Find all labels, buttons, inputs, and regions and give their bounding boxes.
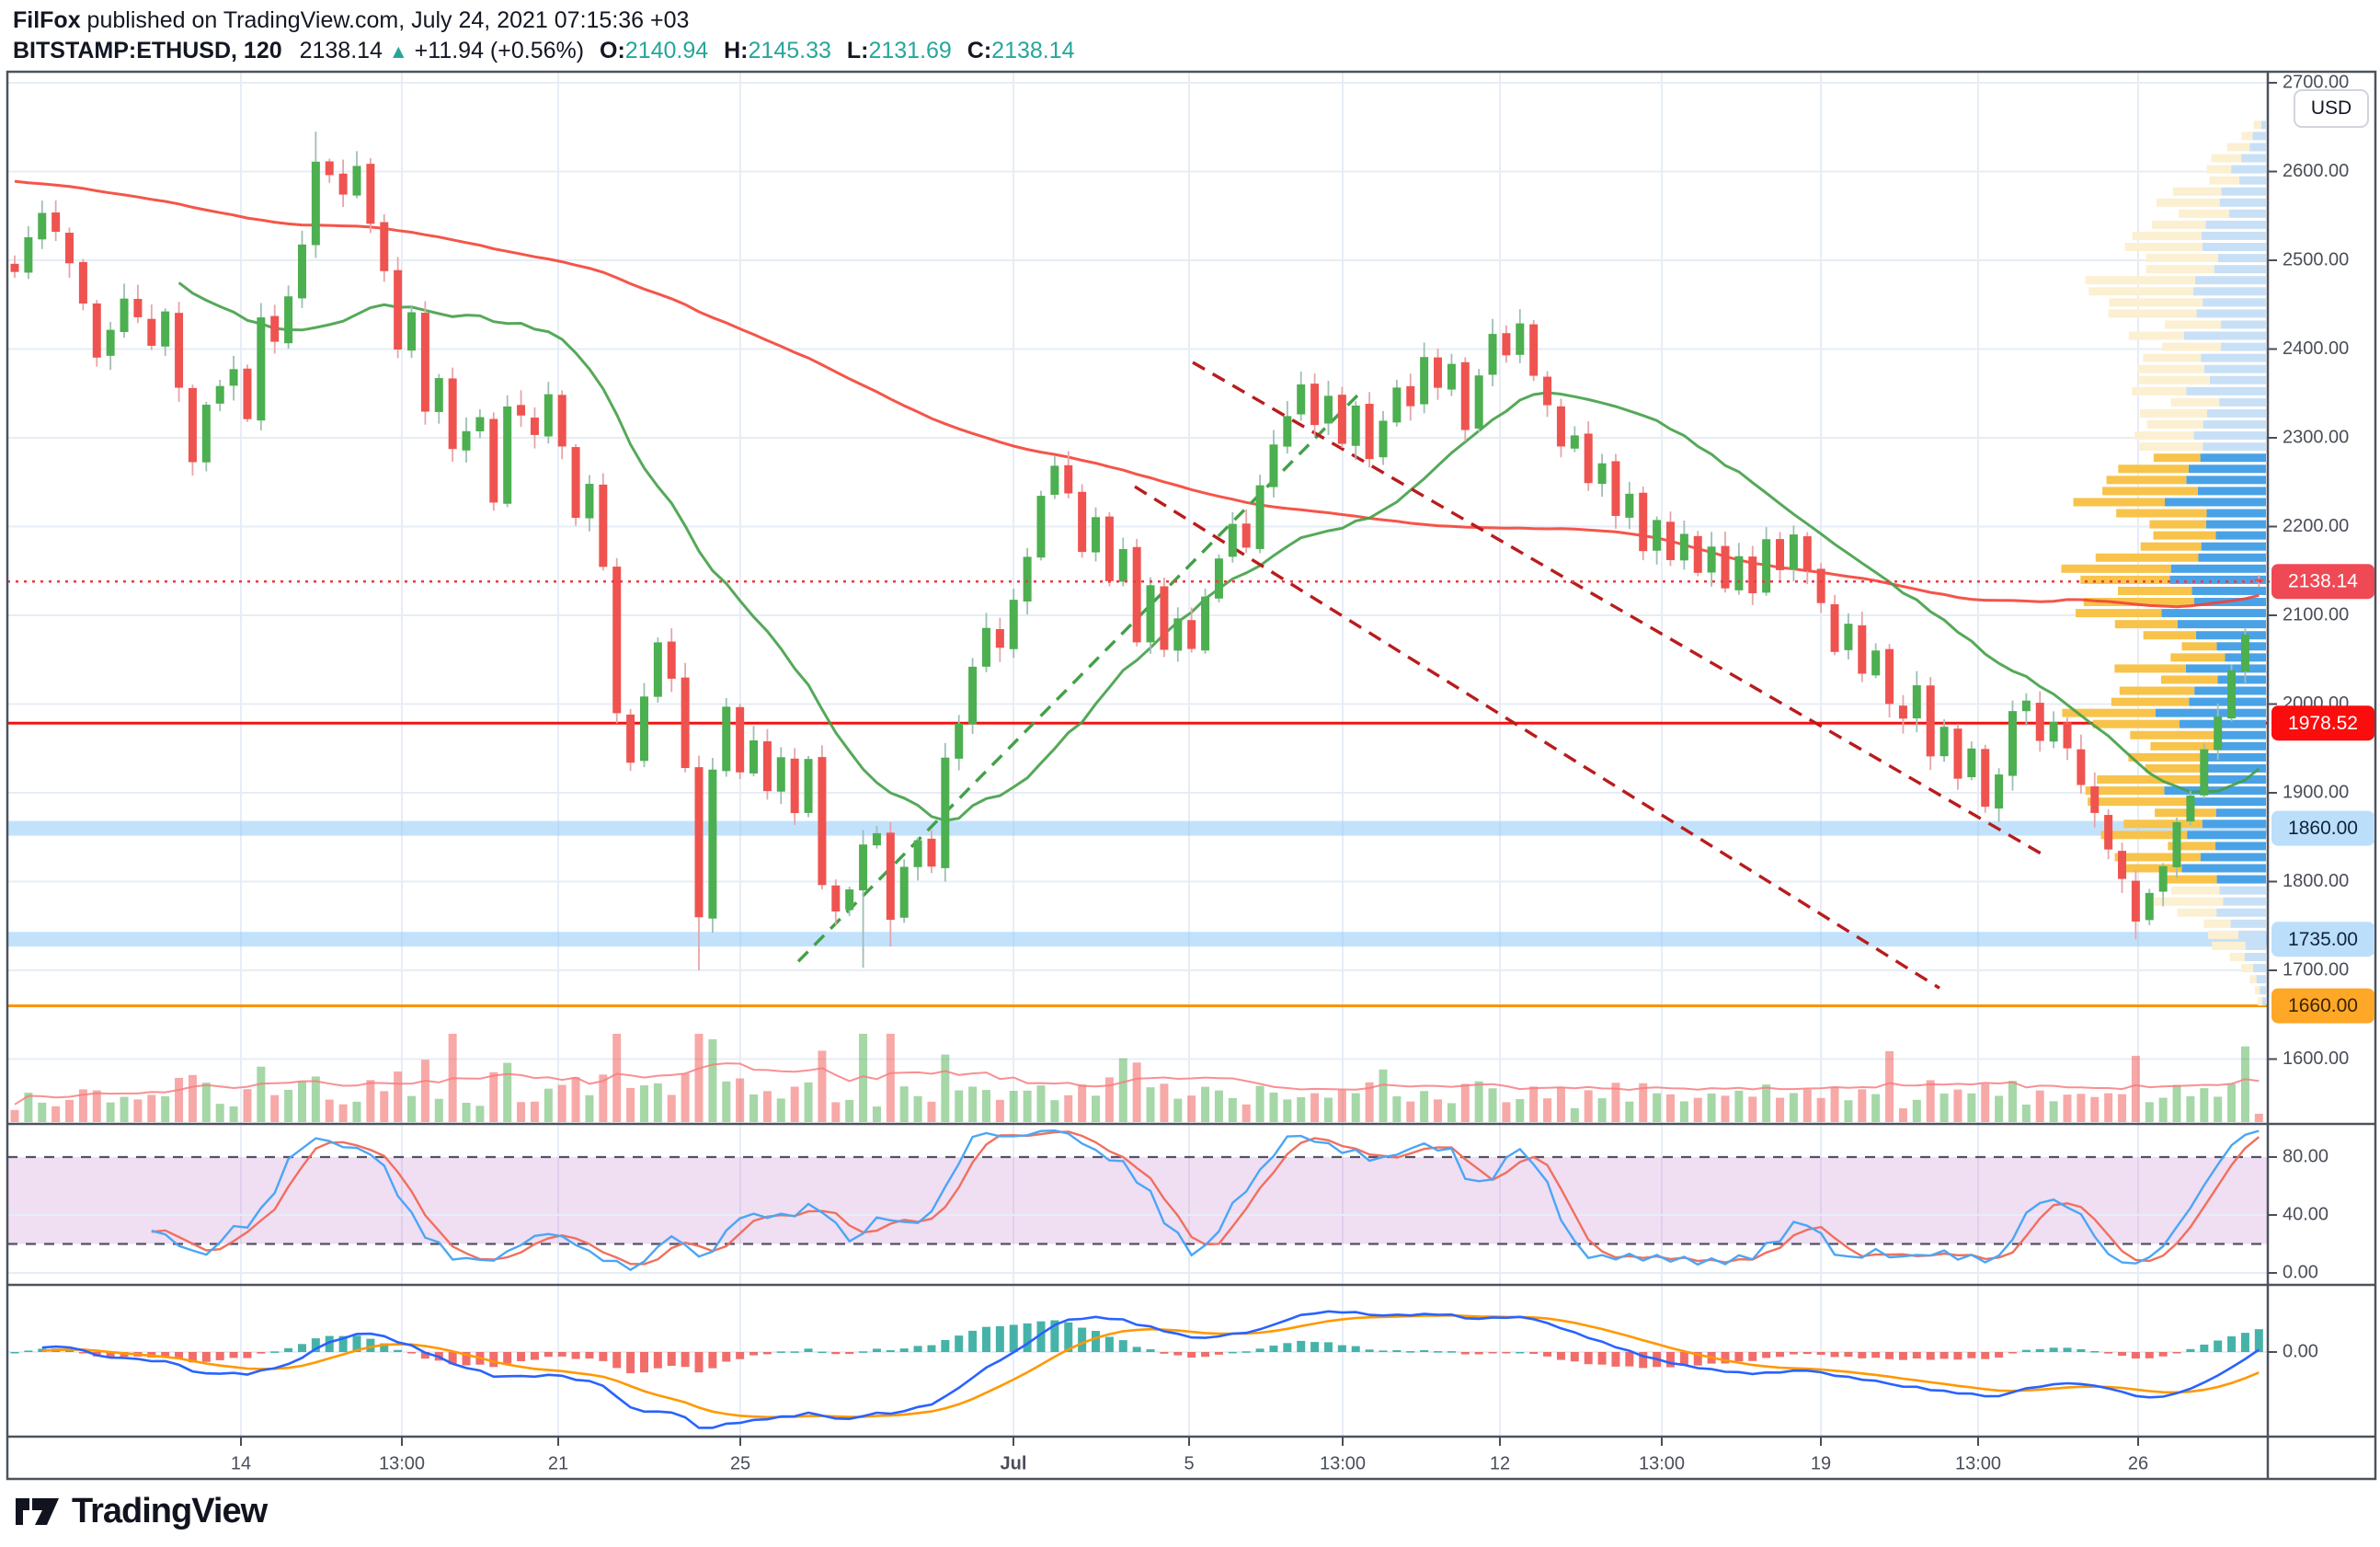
dashed-trendline bbox=[796, 387, 1366, 963]
time-tick-label: 26 bbox=[2128, 1453, 2148, 1473]
price-tick-label: 1900.00 bbox=[2283, 782, 2349, 802]
dashed-trendline bbox=[1192, 361, 2044, 857]
high-value: 2145.33 bbox=[748, 38, 831, 63]
price-tick-label: 1600.00 bbox=[2283, 1049, 2349, 1069]
open-value: 2140.94 bbox=[624, 38, 709, 63]
price-tick-label: 2500.00 bbox=[2283, 249, 2349, 269]
price-tick-label: 2700.00 bbox=[2283, 72, 2349, 92]
time-axis[interactable]: 14 13:00 21 25 Jul 5 13:00 12 13:00 19 13:00 26 bbox=[231, 1437, 2148, 1473]
publish-text: published on TradingView.com, July 24, 2… bbox=[80, 7, 690, 33]
price-badge bbox=[2271, 922, 2374, 957]
stoch-tick-label: 80.00 bbox=[2283, 1146, 2329, 1166]
macd-line bbox=[41, 1310, 2260, 1429]
support-band bbox=[7, 932, 2268, 947]
stoch-band bbox=[7, 1157, 2268, 1244]
close-value: 2138.14 bbox=[991, 38, 1075, 63]
tradingview-footer[interactable]: TradingView bbox=[15, 1490, 268, 1532]
time-tick-label: 13:00 bbox=[1320, 1453, 1366, 1473]
price-badge-label: 2138.14 bbox=[2288, 571, 2358, 592]
tradingview-logo-icon bbox=[16, 1498, 59, 1525]
price-badge-label: 1735.00 bbox=[2288, 929, 2358, 950]
time-tick-label: 19 bbox=[1811, 1453, 1831, 1473]
last-price: 2138.14 bbox=[299, 38, 383, 63]
ma-slow-line bbox=[14, 179, 2260, 609]
price-tick-label: 2200.00 bbox=[2283, 516, 2349, 536]
price-tick-label: 1700.00 bbox=[2283, 959, 2349, 980]
author-name: FilFox bbox=[13, 7, 81, 33]
price-badge bbox=[2271, 705, 2374, 741]
time-tick-label: 12 bbox=[1490, 1453, 1510, 1473]
symbol-title: BITSTAMP:ETHUSD, 120 bbox=[13, 38, 282, 63]
high-label: H: bbox=[724, 38, 749, 63]
price-tick-label: 2300.00 bbox=[2283, 427, 2349, 447]
stoch-k-line bbox=[151, 1129, 2260, 1272]
stoch-tick-label: 0.00 bbox=[2283, 1262, 2318, 1282]
tradingview-logo-text: TradingView bbox=[72, 1491, 268, 1530]
currency-button[interactable]: USD bbox=[2294, 89, 2369, 128]
macd-signal-line bbox=[41, 1313, 2260, 1419]
price-badge bbox=[2271, 810, 2374, 846]
price-badge-label: 1860.00 bbox=[2288, 818, 2358, 839]
price-tick-label: 2400.00 bbox=[2283, 338, 2349, 359]
low-value: 2131.69 bbox=[868, 38, 952, 63]
price-tick-label: 1800.00 bbox=[2283, 871, 2349, 891]
time-tick-label: 13:00 bbox=[1639, 1453, 1685, 1473]
currency-label: USD bbox=[2310, 97, 2352, 119]
price-badge-label: 1660.00 bbox=[2288, 995, 2358, 1016]
moving-averages[interactable] bbox=[14, 179, 2260, 822]
price-change: +11.94 (+0.56%) bbox=[414, 38, 585, 63]
time-tick-label: 13:00 bbox=[379, 1453, 425, 1473]
volume-ma-line bbox=[14, 1062, 2260, 1106]
time-tick-label: Jul bbox=[1001, 1453, 1027, 1473]
low-label: L: bbox=[846, 38, 869, 63]
publish-line: FilFox published on TradingView.com, Jul… bbox=[13, 7, 689, 34]
price-badge bbox=[2271, 988, 2374, 1024]
macd-pane[interactable] bbox=[7, 1310, 2268, 1429]
volume-histogram bbox=[10, 1034, 2263, 1122]
dashed-trendline bbox=[1134, 485, 1940, 990]
price-badge-label: 1978.52 bbox=[2288, 713, 2358, 734]
symbol-line: BITSTAMP:ETHUSD, 120 2138.14 ▲ +11.94 (+… bbox=[13, 38, 1075, 64]
price-badge bbox=[2271, 564, 2374, 600]
close-label: C: bbox=[967, 38, 992, 63]
time-tick-label: 25 bbox=[730, 1453, 750, 1473]
price-badges: 2138.14 1978.52 1860.00 1735.00 1660.00 bbox=[2271, 564, 2374, 1024]
time-tick-label: 5 bbox=[1184, 1453, 1194, 1473]
pane-borders bbox=[6, 70, 2377, 1481]
macd-tick-label: 0.00 bbox=[2283, 1341, 2318, 1361]
stochastic-pane[interactable] bbox=[7, 1129, 2268, 1274]
price-tick-label: 2600.00 bbox=[2283, 161, 2349, 181]
time-tick-label: 21 bbox=[548, 1453, 568, 1473]
candlestick-series[interactable] bbox=[10, 132, 2263, 970]
trendlines[interactable] bbox=[796, 361, 2044, 990]
support-band bbox=[7, 820, 2268, 836]
price-axis[interactable]: 2700.00 2600.00 2500.00 2400.00 2300.00 2200.… bbox=[2268, 72, 2349, 1361]
up-arrow-icon: ▲ bbox=[388, 41, 408, 63]
time-tick-label: 14 bbox=[231, 1453, 251, 1473]
price-levels bbox=[7, 721, 2268, 1008]
price-tick-label: 2100.00 bbox=[2283, 604, 2349, 625]
open-label: O: bbox=[600, 38, 625, 63]
stoch-tick-label: 40.00 bbox=[2283, 1204, 2329, 1224]
time-tick-label: 13:00 bbox=[1955, 1453, 2001, 1473]
